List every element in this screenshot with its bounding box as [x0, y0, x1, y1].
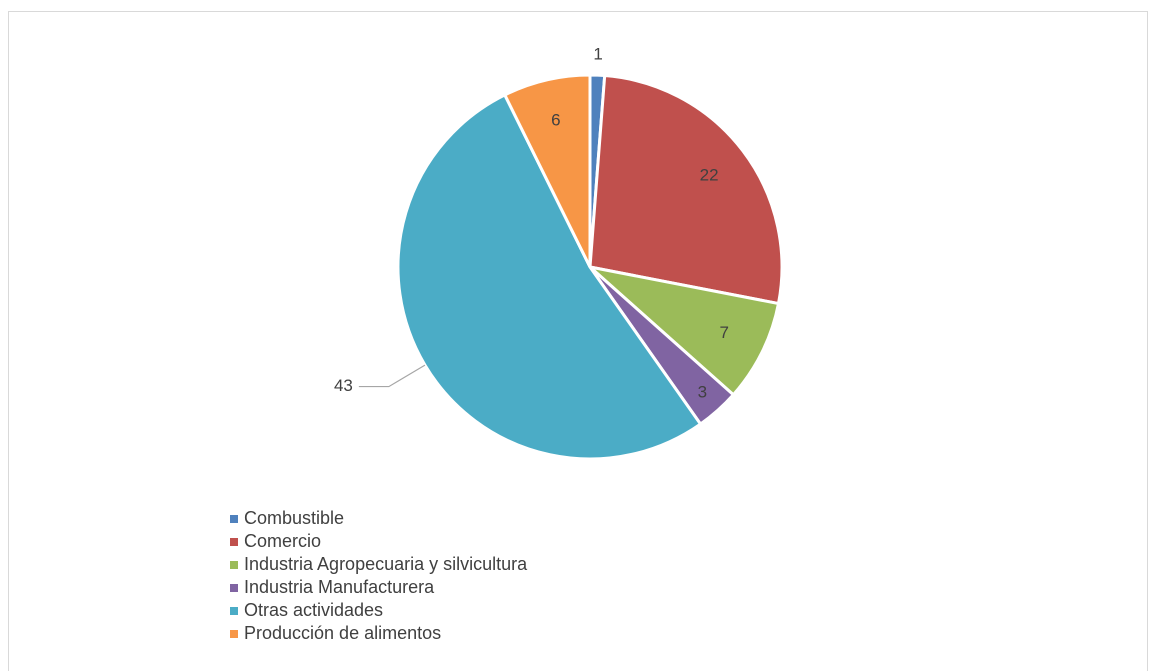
data-label: 6: [551, 111, 560, 130]
pie-slice-industria-agropecuaria-y-silvicultura: [584, 264, 781, 397]
legend-swatch: [230, 583, 238, 592]
legend-item: Otras actividades: [230, 599, 527, 622]
legend-label: Combustible: [244, 508, 345, 528]
legend-swatch: [230, 606, 238, 615]
legend-item: Comercio: [230, 530, 527, 553]
data-label: 7: [719, 323, 728, 342]
legend-item: Combustible: [230, 507, 527, 530]
data-label: 1: [593, 45, 602, 64]
data-label: 43: [334, 376, 353, 395]
legend-label: Otras actividades: [244, 600, 384, 620]
legend-item: Producción de alimentos: [230, 622, 527, 645]
legend-swatch: [230, 560, 238, 569]
legend-label: Comercio: [244, 531, 322, 551]
pie-slice-comercio: [588, 73, 784, 306]
data-label: 22: [700, 166, 719, 185]
legend-label: Producción de alimentos: [244, 623, 442, 643]
leader-line: [358, 364, 426, 388]
legend-item: Industria Manufacturera: [230, 576, 527, 599]
legend-item: Industria Agropecuaria y silvicultura: [230, 553, 527, 576]
legend-swatch: [230, 629, 238, 638]
data-label: 3: [698, 383, 707, 402]
legend-swatch: [230, 537, 238, 546]
legend-label: Industria Manufacturera: [244, 577, 435, 597]
pie-slice-producci-n-de-alimentos: [502, 73, 592, 268]
pie-slice-otras-actividades: [396, 92, 703, 461]
chart-area: 1 22 7 3 43 6 Combustible Comercio Industria Ag…: [8, 11, 1148, 671]
legend-label: Industria Agropecuaria y silvicultura: [244, 554, 528, 574]
pie-chart: 1 22 7 3 43 6: [334, 45, 784, 461]
legend-swatch: [230, 514, 238, 523]
legend: Combustible Comercio Industria Agropecuari…: [230, 507, 527, 645]
